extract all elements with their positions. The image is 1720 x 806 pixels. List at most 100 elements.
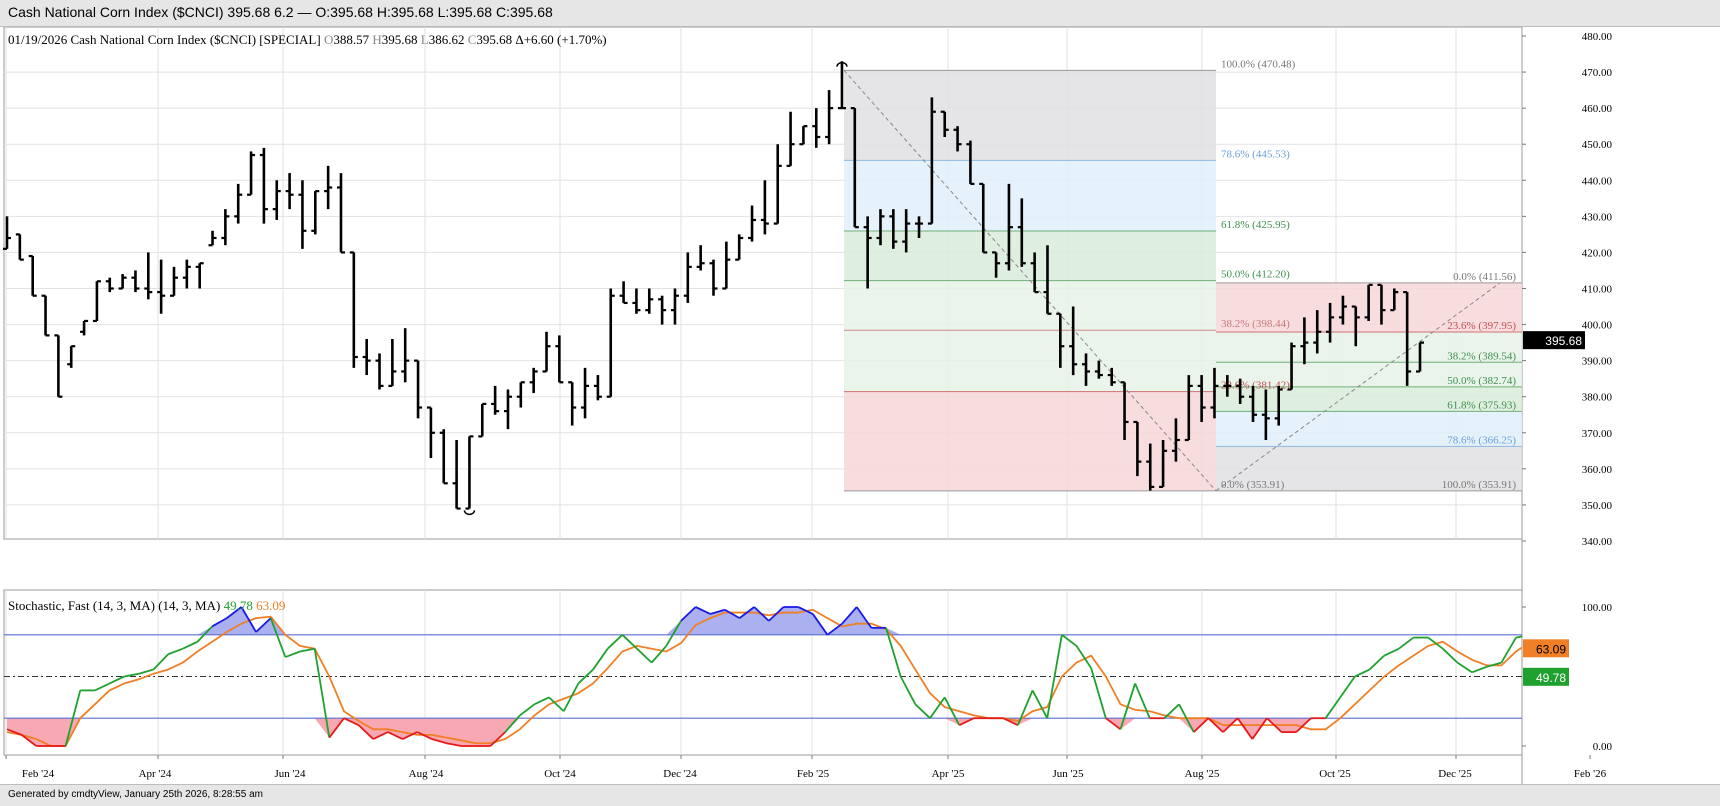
stoch-d-tag-label: 63.09 bbox=[1536, 642, 1566, 656]
ohlc-bar bbox=[1338, 295, 1347, 325]
ohlc-bar bbox=[1287, 342, 1296, 391]
price-ytick-label: 390.00 bbox=[1582, 356, 1613, 368]
ohlc-bar bbox=[28, 254, 37, 297]
x-axis-label: Oct '24 bbox=[544, 768, 576, 780]
price-ytick-label: 360.00 bbox=[1582, 464, 1613, 476]
ohlc-bar bbox=[1261, 389, 1270, 440]
last-price-label: 395.68 bbox=[1545, 334, 1582, 348]
stoch-k-segment bbox=[1075, 645, 1092, 669]
ohlc-bar bbox=[529, 367, 538, 394]
stoch-overbought-fill bbox=[7, 607, 1522, 635]
stoch-k-segment bbox=[1119, 683, 1136, 730]
stoch-ytick-label: 100.00 bbox=[1582, 602, 1613, 614]
stochastic-plot bbox=[4, 606, 1522, 747]
stoch-k-segment bbox=[372, 731, 389, 740]
stoch-k-segment bbox=[1061, 634, 1078, 647]
price-ytick-label: 380.00 bbox=[1582, 392, 1613, 404]
ohlc-bar bbox=[850, 107, 859, 229]
high-marker bbox=[836, 61, 848, 67]
stoch-k-segment bbox=[358, 724, 374, 740]
x-axis-label: Jun '25 bbox=[1052, 768, 1084, 780]
stoch-k-segment bbox=[636, 648, 653, 664]
stoch-k-segment bbox=[519, 703, 535, 717]
price-header-part: 386.62 bbox=[429, 32, 468, 47]
stoch-k-segment bbox=[841, 606, 858, 625]
ohlc-bar bbox=[1146, 443, 1155, 491]
stoch-k-segment bbox=[607, 634, 623, 650]
ohlc-bar bbox=[15, 233, 24, 261]
price-header-part: 395.68 bbox=[382, 32, 421, 47]
ohlc-bar bbox=[131, 270, 140, 293]
stoch-k-segment bbox=[1515, 635, 1522, 639]
fib-left-zone bbox=[844, 70, 1216, 161]
price-ytick-label: 420.00 bbox=[1582, 247, 1613, 259]
stoch-k-segment bbox=[167, 647, 184, 656]
ohlc-bar bbox=[1223, 375, 1232, 397]
ohlc-bar bbox=[144, 252, 153, 300]
ohlc-bar bbox=[1017, 198, 1026, 267]
stoch-k-segment bbox=[1427, 636, 1444, 650]
ohlc-bar bbox=[1004, 183, 1013, 271]
stoch-k-segment bbox=[548, 696, 565, 712]
ohlc-bar bbox=[414, 359, 423, 419]
fib-right-zone bbox=[1216, 362, 1522, 387]
ohlc-bar bbox=[619, 281, 628, 305]
stoch-k-segment bbox=[299, 647, 315, 653]
chart-area[interactable]: 100.0% (470.48) 78.6% (445.53) 61.8% (425.… bbox=[0, 27, 1720, 784]
price-ytick-label: 370.00 bbox=[1582, 428, 1613, 440]
stoch-ytick-label: 0.00 bbox=[1593, 741, 1613, 753]
ohlc-bar bbox=[478, 402, 487, 438]
price-ytick-label: 450.00 bbox=[1582, 139, 1613, 151]
stoch-oversold-fill bbox=[7, 718, 1522, 746]
ohlc-bar bbox=[1171, 418, 1180, 462]
stoch-k-segment bbox=[621, 634, 638, 650]
ohlc-bar bbox=[439, 429, 448, 485]
stoch-k-segment bbox=[6, 728, 22, 736]
fib-left-zone bbox=[844, 330, 1216, 392]
stoch-k-segment bbox=[739, 606, 755, 619]
fib-left-label: 23.6% (381.42) bbox=[1221, 380, 1290, 392]
fib-right-label: 23.6% (397.95) bbox=[1447, 320, 1516, 332]
last-price-tag bbox=[1523, 331, 1585, 350]
stoch-k-segment bbox=[21, 734, 37, 747]
stoch-k-segment bbox=[211, 617, 228, 628]
ohlc-bar bbox=[966, 140, 975, 185]
stoch-k-segment bbox=[1207, 717, 1224, 733]
fib-right-label: 61.8% (375.93) bbox=[1447, 399, 1516, 411]
stoch-k-segment bbox=[958, 717, 975, 726]
stoch-k-segment bbox=[724, 608, 740, 619]
ohlc-bar bbox=[1043, 245, 1052, 315]
stoch-k-segment bbox=[416, 731, 433, 740]
ohlc-bar bbox=[953, 126, 962, 152]
fib-right-label: 78.6% (366.25) bbox=[1447, 434, 1516, 446]
fib-right-label: 50.0% (382.74) bbox=[1447, 375, 1516, 387]
price-ytick-label: 340.00 bbox=[1582, 536, 1613, 548]
ohlc-bar bbox=[748, 205, 757, 242]
ohlc-bar bbox=[927, 97, 936, 225]
stoch-k-segment bbox=[577, 668, 594, 685]
stoch-k-segment bbox=[489, 731, 506, 747]
price-header-part: 395.68 bbox=[476, 32, 515, 47]
fib-left-label: 38.2% (398.44) bbox=[1221, 318, 1290, 330]
stoch-k-segment bbox=[665, 620, 682, 647]
generated-by-text: Generated by cmdtyView, January 25th 202… bbox=[8, 789, 263, 800]
ohlc-bar bbox=[349, 251, 358, 368]
stoch-k-segment bbox=[1500, 637, 1517, 664]
footer-bar: Generated by cmdtyView, January 25th 202… bbox=[0, 784, 1720, 806]
fib-left-label: 50.0% (412.20) bbox=[1221, 269, 1290, 281]
x-axis-label: Feb '26 bbox=[1574, 768, 1607, 780]
ohlc-bar bbox=[491, 385, 500, 415]
price-header: 01/19/2026 Cash National Corn Index ($CN… bbox=[8, 32, 607, 47]
ohlc-bar bbox=[1249, 385, 1258, 422]
ohlc-bar bbox=[234, 183, 243, 224]
x-axis-label: Oct '25 bbox=[1319, 768, 1351, 780]
ohlc-bar bbox=[1274, 385, 1283, 426]
stoch-k-segment bbox=[1163, 703, 1180, 719]
stoch-k-segment bbox=[592, 648, 609, 671]
ohlc-bar bbox=[593, 375, 602, 401]
fib-left-label: 78.6% (445.53) bbox=[1221, 148, 1290, 160]
ohlc-bar bbox=[503, 389, 512, 430]
stoch-k-segment bbox=[109, 675, 125, 685]
ohlc-bar bbox=[568, 381, 577, 426]
price-header-part: 01/19/2026 Cash National Corn Index ($CN… bbox=[8, 32, 324, 47]
